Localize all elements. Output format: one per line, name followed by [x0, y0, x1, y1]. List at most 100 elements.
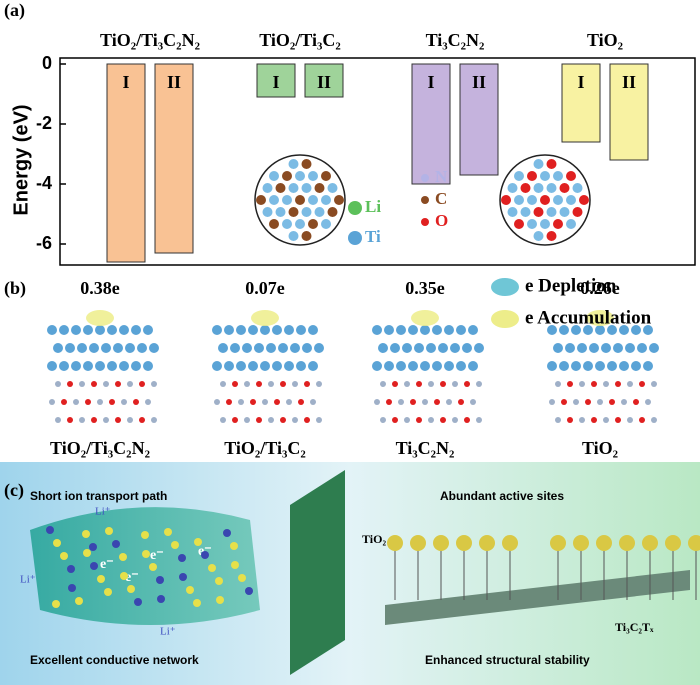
atom: [579, 381, 585, 387]
ion-label: Li⁺: [160, 626, 176, 638]
particle: [215, 577, 223, 585]
atom: [288, 207, 299, 217]
atom: [474, 343, 484, 353]
particle: [119, 553, 127, 561]
atom: [272, 361, 282, 371]
atom: [282, 219, 292, 229]
mxene-layer: [385, 570, 690, 625]
atom: [316, 417, 322, 423]
atom: [304, 381, 310, 387]
ion-label: Li⁺: [95, 506, 111, 518]
atom: [434, 399, 440, 405]
atom: [254, 343, 264, 353]
atom: [396, 361, 406, 371]
atom: [514, 219, 524, 229]
atom: [432, 361, 442, 371]
atom: [47, 361, 57, 371]
atom: [143, 361, 153, 371]
tio2-particle: [502, 535, 518, 551]
atom: [420, 361, 430, 371]
atom: [422, 399, 428, 405]
atom: [573, 399, 579, 405]
atom: [79, 417, 85, 423]
feature-text: Enhanced structural stability: [425, 653, 590, 667]
atom: [566, 219, 576, 229]
atom: [631, 325, 641, 335]
atom: [85, 399, 91, 405]
electron-label: e⁻: [100, 557, 114, 572]
atom: [527, 171, 537, 181]
particle: [179, 573, 187, 581]
atom: [79, 381, 85, 387]
atom: [372, 325, 382, 335]
atom: [386, 399, 392, 405]
atom: [321, 195, 331, 205]
atom: [583, 325, 593, 335]
legend-label: e Accumulation: [525, 307, 652, 328]
atom: [230, 343, 240, 353]
bar-label: II: [317, 72, 331, 92]
atom: [256, 195, 266, 205]
atom: [372, 361, 382, 371]
atom: [450, 343, 460, 353]
atom: [288, 231, 299, 241]
atom: [131, 361, 141, 371]
atom: [540, 195, 550, 205]
atom: [139, 381, 145, 387]
particle: [104, 588, 112, 596]
atom: [327, 183, 338, 193]
atom: [143, 325, 153, 335]
atom: [301, 159, 312, 169]
feature-text: Short ion transport path: [30, 489, 167, 503]
particle: [105, 527, 113, 535]
atom: [250, 399, 256, 405]
atom: [603, 417, 609, 423]
atom: [559, 325, 569, 335]
atom: [396, 325, 406, 335]
atom: [91, 417, 97, 423]
atom: [464, 417, 470, 423]
particle: [149, 563, 157, 571]
particle: [120, 572, 128, 580]
atom: [295, 195, 305, 205]
structure-label: TiO₂/Ti₃C₂: [224, 438, 306, 458]
atom: [476, 417, 482, 423]
tio2-particle: [665, 535, 681, 551]
atom: [597, 399, 603, 405]
atom: [91, 381, 97, 387]
category-label: TiO₂: [587, 30, 623, 50]
particle: [208, 564, 216, 572]
atom: [468, 325, 478, 335]
legend-label: N: [435, 167, 448, 186]
atom: [308, 195, 318, 205]
tio2-particle: [456, 535, 472, 551]
atom: [408, 361, 418, 371]
atom: [420, 325, 430, 335]
atom: [374, 399, 380, 405]
atom: [97, 399, 103, 405]
bar-label: II: [167, 72, 181, 92]
legend-label: C: [435, 189, 447, 208]
atom: [260, 325, 270, 335]
charge-cloud: [251, 310, 279, 326]
particle: [82, 530, 90, 538]
atom: [103, 381, 109, 387]
particle: [52, 600, 60, 608]
y-tick-label: 0: [42, 53, 52, 73]
atom: [278, 343, 288, 353]
atom: [649, 343, 659, 353]
atom: [603, 381, 609, 387]
atom: [268, 417, 274, 423]
bar-label: II: [622, 72, 636, 92]
atom: [131, 325, 141, 335]
legend-label: e Depletion: [525, 275, 617, 296]
particle: [97, 575, 105, 583]
particle: [141, 531, 149, 539]
legend-swatch: [491, 310, 519, 328]
atom: [547, 361, 557, 371]
particle: [75, 597, 83, 605]
atom: [119, 361, 129, 371]
atom: [298, 399, 304, 405]
